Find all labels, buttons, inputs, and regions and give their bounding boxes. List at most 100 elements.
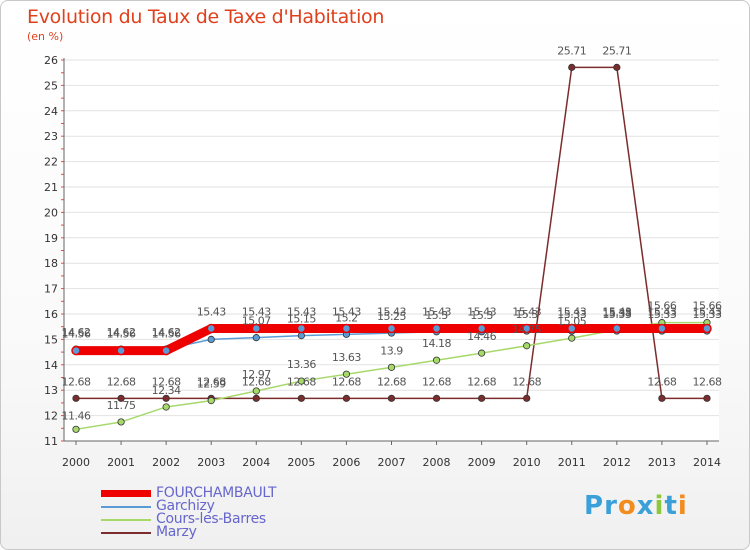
y-tick-label: 20 — [44, 206, 58, 219]
x-tick-label: 2010 — [513, 456, 541, 469]
data-label-garchizy: 15.3 — [470, 309, 493, 322]
data-label-marzy: 25.71 — [557, 44, 586, 57]
data-point-marzy — [252, 394, 260, 402]
data-point-marzy — [523, 394, 531, 402]
data-label-fourchambault: 15.43 — [692, 305, 721, 318]
x-tick-label: 2011 — [558, 456, 586, 469]
data-point-fourchambault — [386, 323, 397, 334]
data-label-garchizy: 15.15 — [287, 313, 316, 326]
data-label-cours-les-barres: 12.97 — [242, 368, 271, 381]
data-label-garchizy: 15.33 — [647, 308, 676, 321]
data-point-fourchambault — [71, 345, 81, 356]
data-point-fourchambault — [251, 323, 262, 334]
data-point-marzy — [568, 63, 576, 71]
legend-swatch-garchizy — [101, 506, 151, 508]
data-label-cours-les-barres: 14.75 — [512, 323, 541, 336]
x-tick-label: 2005 — [287, 456, 315, 469]
data-label-fourchambault: 15.43 — [512, 305, 541, 318]
data-point-marzy — [162, 394, 170, 402]
data-point-fourchambault — [206, 323, 216, 334]
data-label-cours-les-barres: 12.34 — [152, 384, 181, 397]
x-tick-label: 2008 — [423, 456, 451, 469]
data-label-fourchambault: 15.43 — [332, 305, 361, 318]
data-point-marzy — [658, 394, 666, 402]
data-label-marzy: 12.68 — [467, 375, 496, 388]
y-tick-label: 12 — [44, 410, 58, 423]
data-point-fourchambault — [702, 323, 712, 334]
data-label-fourchambault: 14.56 — [152, 328, 181, 341]
x-tick-label: 2002 — [152, 456, 180, 469]
logo-letter: i — [677, 491, 688, 521]
data-point-marzy — [613, 63, 621, 71]
data-point-marzy — [432, 394, 441, 402]
data-point-cours-les-barres — [207, 397, 215, 405]
data-label-fourchambault: 15.43 — [422, 305, 451, 318]
y-tick-label: 16 — [44, 308, 58, 321]
data-label-cours-les-barres: 11.75 — [107, 399, 136, 412]
x-tick-label: 2000 — [62, 456, 90, 469]
data-point-garchizy — [297, 331, 305, 340]
y-tick-label: 11 — [44, 435, 58, 448]
data-point-fourchambault — [431, 323, 442, 334]
legend-label: Marzy — [156, 524, 197, 540]
data-label-fourchambault: 14.56 — [62, 328, 91, 341]
x-tick-label: 2014 — [693, 456, 721, 469]
data-label-garchizy: 15.33 — [557, 308, 586, 321]
data-point-marzy — [117, 394, 125, 402]
data-label-garchizy: 15.3 — [515, 308, 538, 321]
legend-swatch-fourchambault — [101, 490, 151, 497]
legend-swatch-cours-les-barres — [101, 519, 151, 521]
data-label-marzy: 12.68 — [377, 375, 406, 388]
legend-label: Cours-les-Barres — [156, 511, 266, 527]
data-label-marzy: 12.68 — [647, 375, 676, 388]
y-tick-label: 17 — [44, 283, 58, 296]
data-label-garchizy: 15.2 — [335, 311, 358, 324]
data-label-cours-les-barres: 13.63 — [332, 351, 361, 364]
data-point-cours-les-barres — [72, 425, 80, 433]
data-label-marzy: 12.68 — [197, 375, 226, 388]
data-label-garchizy: 15.07 — [242, 315, 271, 328]
data-label-cours-les-barres: 14.18 — [422, 337, 451, 350]
data-label-marzy: 12.68 — [287, 375, 316, 388]
proxiti-logo: Proxiti — [584, 491, 688, 521]
logo-letter: t — [664, 491, 678, 521]
data-label-cours-les-barres: 14.46 — [467, 330, 496, 343]
x-tick-label: 2003 — [197, 456, 225, 469]
chart-title: Evolution du Taux de Taxe d'Habitation — [27, 6, 385, 28]
data-label-marzy: 12.68 — [422, 375, 451, 388]
data-label-marzy: 12.68 — [332, 375, 361, 388]
data-label-fourchambault: 14.56 — [107, 328, 136, 341]
data-point-marzy — [342, 394, 351, 402]
x-tick-label: 2004 — [242, 456, 270, 469]
data-label-cours-les-barres: 15.38 — [602, 307, 631, 320]
logo-letter: x — [636, 491, 655, 521]
data-point-cours-les-barres — [162, 403, 170, 411]
data-point-garchizy — [252, 334, 260, 342]
data-label-marzy: 12.68 — [242, 375, 271, 388]
data-label-fourchambault: 15.43 — [242, 305, 271, 318]
data-label-fourchambault: 15.43 — [197, 305, 226, 318]
data-point-fourchambault — [567, 323, 577, 334]
data-point-cours-les-barres — [478, 349, 486, 357]
data-label-fourchambault: 15.43 — [647, 305, 676, 318]
y-tick-label: 26 — [44, 54, 58, 67]
data-label-garchizy: 15.3 — [425, 309, 448, 322]
data-point-cours-les-barres — [117, 418, 125, 426]
x-tick-label: 2001 — [107, 456, 135, 469]
data-point-marzy — [703, 394, 711, 402]
logo-letter: o — [617, 491, 637, 521]
plot-area — [64, 60, 719, 441]
logo-letter: i — [654, 491, 665, 521]
data-point-cours-les-barres — [523, 342, 531, 350]
data-point-cours-les-barres — [297, 377, 305, 385]
data-point-cours-les-barres — [252, 387, 260, 395]
y-tick-label: 15 — [44, 333, 58, 346]
data-label-garchizy: 14.62 — [107, 326, 136, 339]
x-tick-label: 2012 — [603, 456, 631, 469]
y-tick-label: 13 — [44, 384, 58, 397]
y-tick-label: 14 — [44, 359, 58, 372]
legend-label: Garchizy — [156, 498, 215, 514]
data-point-cours-les-barres — [432, 356, 441, 364]
x-tick-label: 2013 — [648, 456, 676, 469]
y-tick-label: 19 — [44, 232, 58, 245]
